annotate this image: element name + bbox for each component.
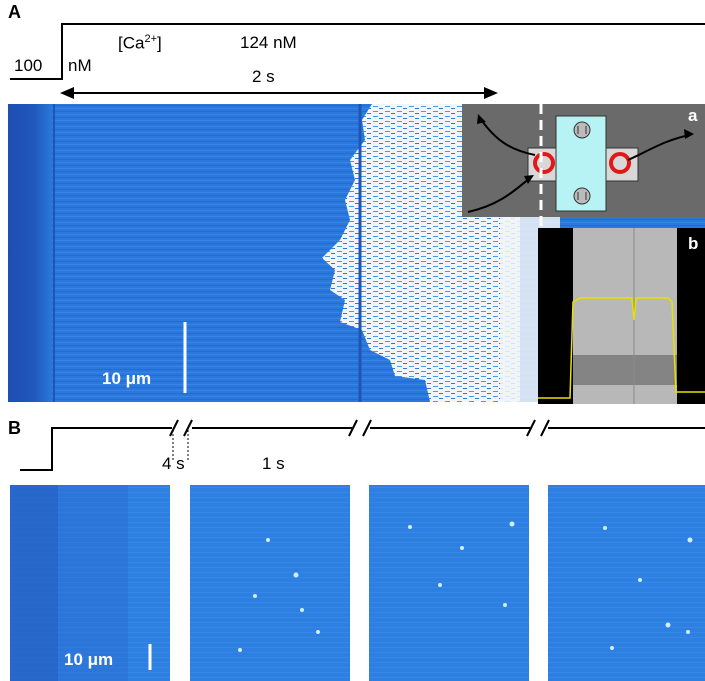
inset-b-letter: b <box>688 234 699 253</box>
panel-a-letter: A <box>8 2 21 22</box>
gap-label: 4 s <box>162 454 185 473</box>
panel-b-letter: B <box>8 418 21 438</box>
frame-3 <box>369 485 529 681</box>
baseline-unit: nM <box>68 56 92 75</box>
panel-b-scale-bar-label: 10 μm <box>64 650 114 669</box>
baseline-value: 100 <box>14 56 43 75</box>
frame-4 <box>548 485 705 681</box>
panel-a-scale-bar-label: 10 μm <box>102 369 152 388</box>
interval-label: 1 s <box>262 454 285 473</box>
step-value: 124 nM <box>240 33 297 52</box>
frame-1 <box>10 485 170 681</box>
inset-a-letter: a <box>688 106 698 125</box>
duration-label: 2 s <box>252 67 275 86</box>
frame-2 <box>190 485 350 681</box>
calcium-label: [Ca2+] <box>118 33 162 53</box>
